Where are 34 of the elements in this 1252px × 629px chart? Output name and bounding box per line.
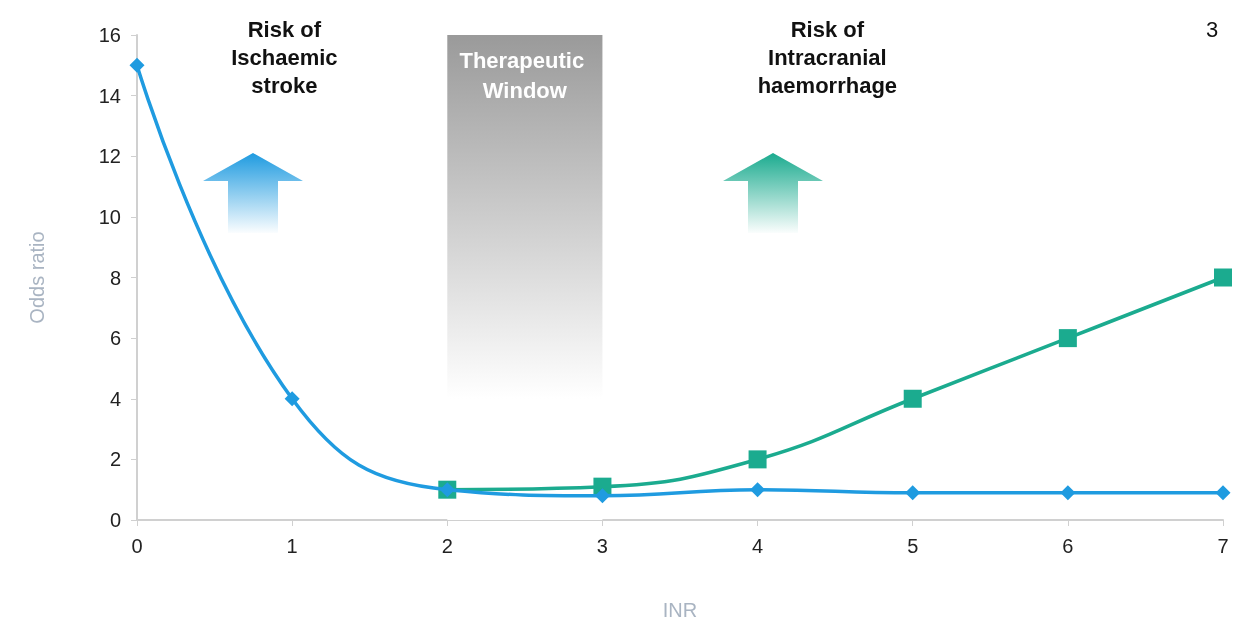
point: [1060, 485, 1076, 501]
y-tick-label: 0: [109, 509, 121, 531]
annotation: Risk of Ischaemic stroke: [230, 15, 339, 100]
y-tick-label: 6: [109, 327, 121, 350]
band-label: Therapeutic Window: [459, 47, 591, 103]
x-tick-label: 3: [596, 535, 608, 557]
y-tick-label: 16: [98, 24, 121, 46]
x-axis-title: INR: [662, 599, 698, 621]
point: [129, 57, 145, 73]
annotation: 3: [1205, 15, 1220, 44]
point: [905, 485, 921, 501]
point: [1214, 268, 1232, 287]
point: [748, 450, 767, 469]
y-tick-label: 2: [109, 448, 121, 471]
y-axis-title: Odds ratio: [26, 231, 48, 324]
x-tick-label: 5: [907, 535, 919, 557]
y-tick-label: 12: [98, 145, 121, 168]
point: [750, 482, 766, 498]
point: [1215, 485, 1231, 501]
y-tick-label: 10: [98, 205, 121, 228]
x-tick-label: 6: [1062, 535, 1074, 557]
x-tick-label: 0: [131, 535, 143, 557]
point: [1058, 329, 1077, 348]
y-tick-label: 8: [109, 266, 121, 289]
annotation: Risk of Intracranial haemorrhage: [756, 15, 899, 100]
x-tick-label: 2: [441, 535, 453, 557]
x-tick-label: 4: [752, 535, 764, 557]
point: [903, 389, 922, 408]
y-tick-label: 14: [98, 84, 121, 107]
point: [594, 488, 610, 504]
x-tick-label: 1: [286, 535, 298, 557]
x-tick-label: 7: [1217, 535, 1229, 557]
y-tick-label: 4: [109, 387, 121, 410]
point: [284, 391, 300, 407]
